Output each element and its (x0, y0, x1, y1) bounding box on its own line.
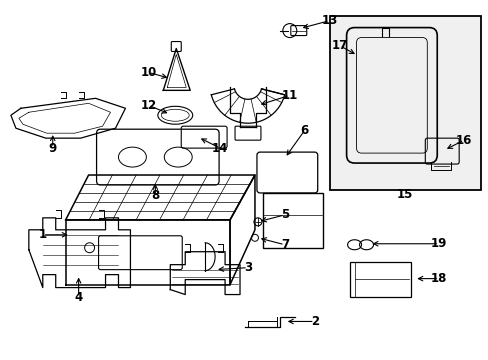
Text: 6: 6 (300, 124, 308, 137)
Text: 19: 19 (430, 237, 447, 250)
Text: 12: 12 (140, 99, 156, 112)
Text: 3: 3 (244, 261, 251, 274)
Text: 1: 1 (39, 228, 47, 241)
Bar (329, 15, 480, 190)
Text: 2: 2 (310, 315, 318, 328)
Text: 16: 16 (455, 134, 471, 147)
Text: 18: 18 (430, 272, 447, 285)
Text: 11: 11 (281, 89, 297, 102)
Text: 17: 17 (331, 39, 347, 52)
Text: 10: 10 (140, 66, 156, 79)
Text: 7: 7 (280, 238, 288, 251)
Text: 5: 5 (280, 208, 288, 221)
Text: 13: 13 (321, 14, 337, 27)
Text: 4: 4 (74, 291, 82, 304)
Text: 15: 15 (395, 188, 412, 202)
Text: 8: 8 (151, 189, 159, 202)
Text: 9: 9 (48, 141, 57, 155)
Text: 14: 14 (211, 141, 228, 155)
